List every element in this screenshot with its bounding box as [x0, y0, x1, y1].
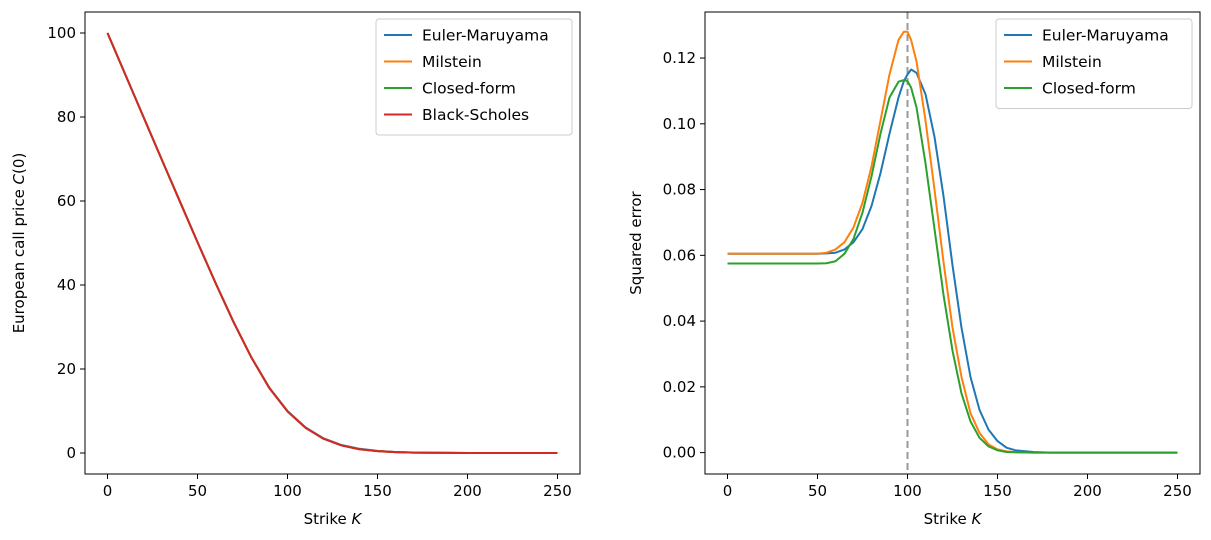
x-tick-label: 50 [808, 482, 827, 500]
x-tick-label: 150 [363, 482, 392, 500]
x-tick-label: 250 [543, 482, 572, 500]
x-axis-label: Strike K [924, 510, 983, 528]
y-tick-label: 0.10 [663, 115, 696, 133]
y-tick-label: 0 [66, 444, 76, 462]
legend-label-1: Euler-Maruyama [1042, 27, 1169, 45]
x-tick-label: 0 [723, 482, 733, 500]
legend-label-3: Closed-form [422, 80, 516, 98]
legend-label-4: Black-Scholes [422, 106, 529, 124]
series-line-1 [727, 68, 1178, 454]
y-tick-label: 0.08 [663, 181, 696, 199]
x-tick-label: 200 [1073, 482, 1102, 500]
y-tick-label: 100 [47, 24, 76, 42]
x-tick-label: 0 [103, 482, 113, 500]
axes-frame [704, 11, 1201, 475]
legend-label-2: Milstein [422, 53, 482, 71]
x-tick-label: 100 [273, 482, 302, 500]
series-line-3 [727, 79, 1178, 454]
legend-label-2: Milstein [1042, 53, 1102, 71]
y-axis-label-var: C [10, 173, 28, 184]
x-tick-label: 200 [453, 482, 482, 500]
y-tick-label: 0.00 [663, 444, 696, 462]
series-line-4 [106, 32, 558, 454]
y-axis-label-suffix: (0) [10, 153, 28, 174]
y-tick-label: 0.04 [663, 312, 696, 330]
x-axis-label: Strike K [304, 510, 363, 528]
legend: Euler-Maruyama Milstein Closed-form Black-S… [375, 18, 573, 136]
y-tick-label: 0.12 [663, 49, 696, 67]
y-axis-label-text: European call price [10, 184, 28, 333]
y-tick-label: 60 [57, 192, 76, 210]
x-tick-label: 150 [983, 482, 1012, 500]
x-axis-label-var: K [352, 510, 363, 528]
x-tick-label: 250 [1163, 482, 1192, 500]
y-tick-label: 80 [57, 108, 76, 126]
y-axis-label: European call price C(0) [10, 153, 28, 334]
x-tick-label: 100 [893, 482, 922, 500]
legend-box [375, 18, 573, 136]
y-tick-label: 0.02 [663, 378, 696, 396]
x-axis-label-var: K [972, 510, 983, 528]
y-tick-label: 40 [57, 276, 76, 294]
chart-2: 0 50 100 150 200 250 0.00 0.02 0.04 0.06 0.08 0.10 0… [627, 11, 1201, 528]
x-axis-label-text: Strike [924, 510, 972, 528]
x-tick-label: 50 [188, 482, 207, 500]
y-axis-label: Squared error [627, 190, 645, 294]
x-axis-label-text: Strike [304, 510, 352, 528]
y-axis-label-text: Squared error [627, 190, 645, 294]
y-tick-label: 20 [57, 360, 76, 378]
legend-label-1: Euler-Maruyama [422, 27, 549, 45]
legend-box [995, 18, 1193, 109]
legend: Euler-Maruyama Milstein Closed-form [995, 18, 1193, 109]
legend-label-3: Closed-form [1042, 80, 1136, 98]
y-tick-label: 0.06 [663, 246, 696, 264]
axes-frame [84, 11, 581, 475]
